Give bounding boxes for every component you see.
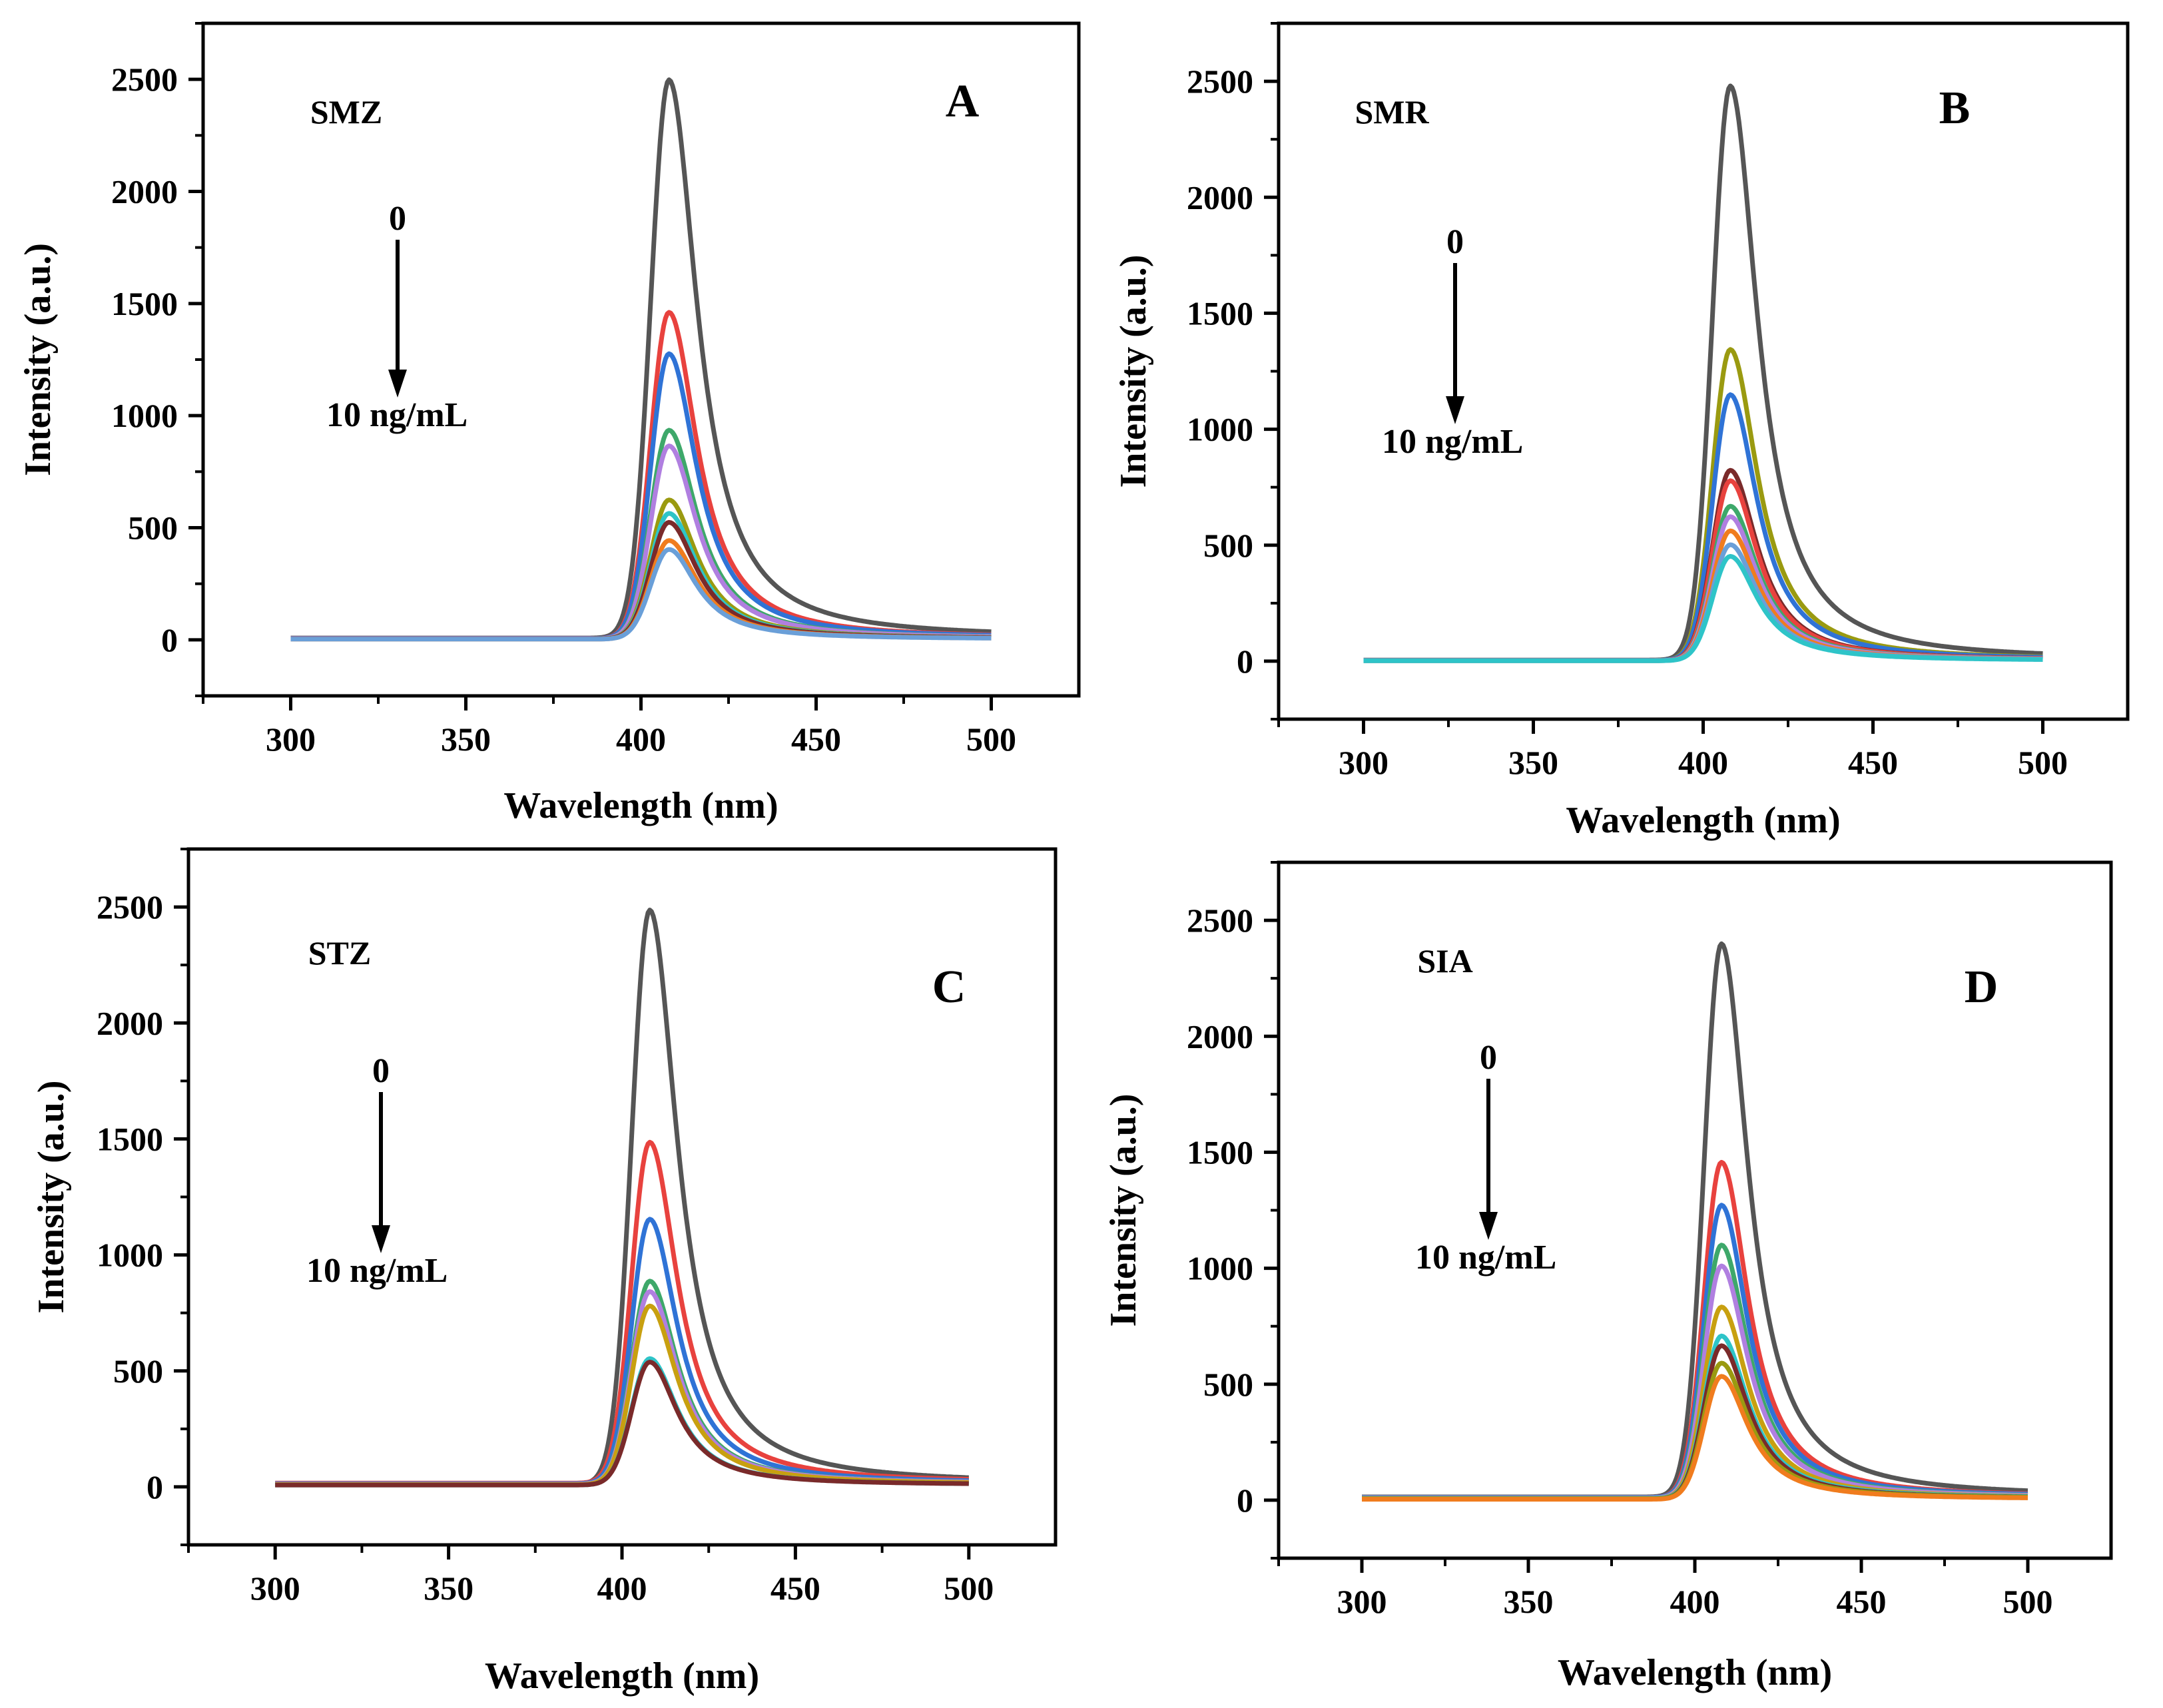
x-tick-label: 400: [597, 1569, 647, 1607]
series-line-c10: [290, 547, 992, 642]
y-tick-label: 2500: [1187, 63, 1253, 100]
x-tick-label: 350: [424, 1569, 473, 1607]
series-line-c8: [274, 1360, 970, 1488]
concentration-end-label: 10 ng/mL: [1415, 1239, 1556, 1277]
y-tick-label: 2000: [1187, 1017, 1253, 1055]
concentration-arrow-head: [1479, 1212, 1498, 1240]
concentration-arrow-head: [388, 370, 407, 398]
y-tick-label: 2000: [1187, 178, 1253, 216]
y-tick-label: 1000: [1187, 411, 1253, 448]
concentration-start-label: 0: [1480, 1039, 1497, 1077]
y-tick-label: 2500: [97, 888, 163, 926]
y-tick-label: 1000: [97, 1237, 163, 1274]
x-axis-title: Wavelength (nm): [1566, 800, 1840, 841]
x-axis-title: Wavelength (nm): [485, 1655, 759, 1697]
x-tick-label: 450: [791, 720, 841, 758]
panel-letter: B: [1939, 83, 1971, 134]
concentration-start-label: 0: [372, 1052, 390, 1090]
x-axis-title: Wavelength (nm): [1558, 1652, 1832, 1693]
panel-letter: D: [1965, 962, 1999, 1013]
analyte-label: STZ: [308, 934, 372, 972]
x-tick-label: 500: [966, 720, 1016, 758]
x-tick-label: 350: [1504, 1583, 1554, 1620]
concentration-end-label: 10 ng/mL: [326, 396, 467, 434]
concentration-arrow-head: [372, 1225, 390, 1253]
panel-b: 300 350 400 450 500 0 500 1000 1500 2000 2500 Wavel…: [1113, 21, 2130, 841]
x-tick-label: 450: [1837, 1583, 1887, 1620]
panel-letter: C: [932, 962, 966, 1013]
panel-letter: A: [946, 76, 980, 127]
panel-d: 300 350 400 450 500 0 500 1000 1500 2000 2500 Wavel…: [1103, 860, 2113, 1693]
y-tick-label: 1000: [111, 397, 178, 434]
y-tick-label: 500: [1203, 1366, 1253, 1403]
y-tick-label: 1000: [1187, 1250, 1253, 1287]
x-tick-label: 400: [1670, 1583, 1720, 1620]
x-tick-label: 300: [266, 720, 316, 758]
analyte-label: SMR: [1355, 93, 1429, 131]
y-axis-title: Intensity (a.u.): [1113, 254, 1154, 487]
panel-c: 300 350 400 450 500 0 500 1000 1500 2000 2500 Wavel…: [31, 847, 1058, 1697]
x-tick-label: 450: [771, 1569, 820, 1607]
x-tick-label: 400: [616, 720, 666, 758]
y-tick-label: 1500: [1187, 1133, 1253, 1171]
y-tick-label: 0: [1237, 1482, 1253, 1519]
y-tick-label: 0: [147, 1468, 163, 1506]
y-tick-label: 1500: [1187, 294, 1253, 332]
concentration-end-label: 10 ng/mL: [306, 1252, 448, 1290]
analyte-label: SMZ: [310, 93, 382, 131]
x-tick-label: 300: [1337, 1583, 1387, 1620]
panel-a: 300 350 400 450 500 0 500 1000 1500 2000 2500 Wavel…: [17, 21, 1081, 826]
x-tick-label: 300: [250, 1569, 300, 1607]
y-axis-title: Intensity (a.u.): [1103, 1093, 1144, 1326]
series-line-c10: [1361, 1374, 2028, 1502]
y-tick-label: 2500: [1187, 902, 1253, 939]
y-axis-title: Intensity (a.u.): [31, 1080, 72, 1313]
x-tick-label: 300: [1339, 744, 1389, 781]
y-tick-label: 0: [1237, 643, 1253, 680]
concentration-arrow-head: [1446, 396, 1464, 424]
x-tick-label: 500: [2018, 744, 2068, 781]
x-tick-label: 350: [1508, 744, 1558, 781]
concentration-start-label: 0: [389, 200, 406, 238]
x-tick-label: 350: [441, 720, 491, 758]
y-tick-label: 1500: [97, 1120, 163, 1157]
series-line-c10: [1363, 554, 2044, 663]
y-tick-label: 1500: [111, 285, 178, 322]
x-axis-title: Wavelength (nm): [503, 785, 778, 826]
y-tick-label: 500: [128, 509, 178, 547]
concentration-start-label: 0: [1446, 223, 1464, 261]
x-tick-label: 500: [944, 1569, 994, 1607]
y-tick-label: 0: [161, 621, 178, 659]
y-axis-title: Intensity (a.u.): [17, 243, 59, 476]
concentration-end-label: 10 ng/mL: [1382, 423, 1523, 461]
y-tick-label: 2000: [111, 173, 178, 210]
y-tick-label: 500: [113, 1352, 163, 1390]
y-tick-label: 2500: [111, 61, 178, 98]
x-tick-label: 450: [1848, 744, 1898, 781]
y-tick-label: 500: [1203, 527, 1253, 564]
analyte-label: SIA: [1417, 942, 1472, 980]
y-tick-label: 2000: [97, 1004, 163, 1041]
x-tick-label: 500: [2003, 1583, 2053, 1620]
x-tick-label: 400: [1678, 744, 1728, 781]
